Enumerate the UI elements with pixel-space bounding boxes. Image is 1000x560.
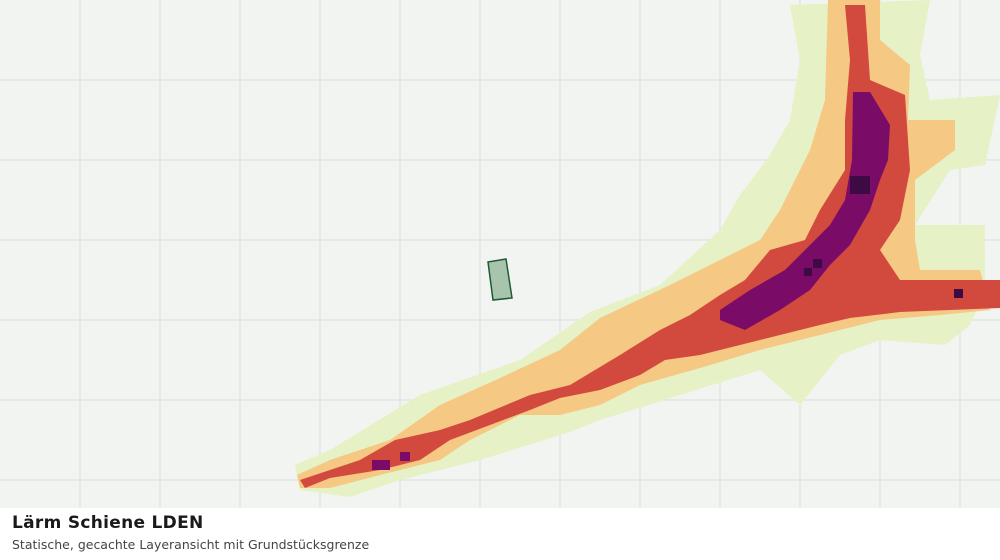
map-caption: Lärm Schiene LDEN Statische, gecachte La… xyxy=(0,508,1000,560)
noise-band-very-high xyxy=(400,452,410,461)
parcel-boundary xyxy=(487,258,513,301)
map-canvas xyxy=(0,0,1000,508)
noise-band-extreme xyxy=(813,259,822,268)
noise-band-very-high xyxy=(372,460,390,470)
noise-band-extreme xyxy=(850,176,870,194)
noise-band-high xyxy=(300,5,1000,488)
map-subtitle: Statische, gecachte Layeransicht mit Gru… xyxy=(12,537,370,552)
noise-band-extreme xyxy=(954,289,963,298)
noise-band-extreme xyxy=(804,268,812,276)
noise-band-very-high xyxy=(720,92,890,330)
map-title: Lärm Schiene LDEN xyxy=(12,513,204,533)
